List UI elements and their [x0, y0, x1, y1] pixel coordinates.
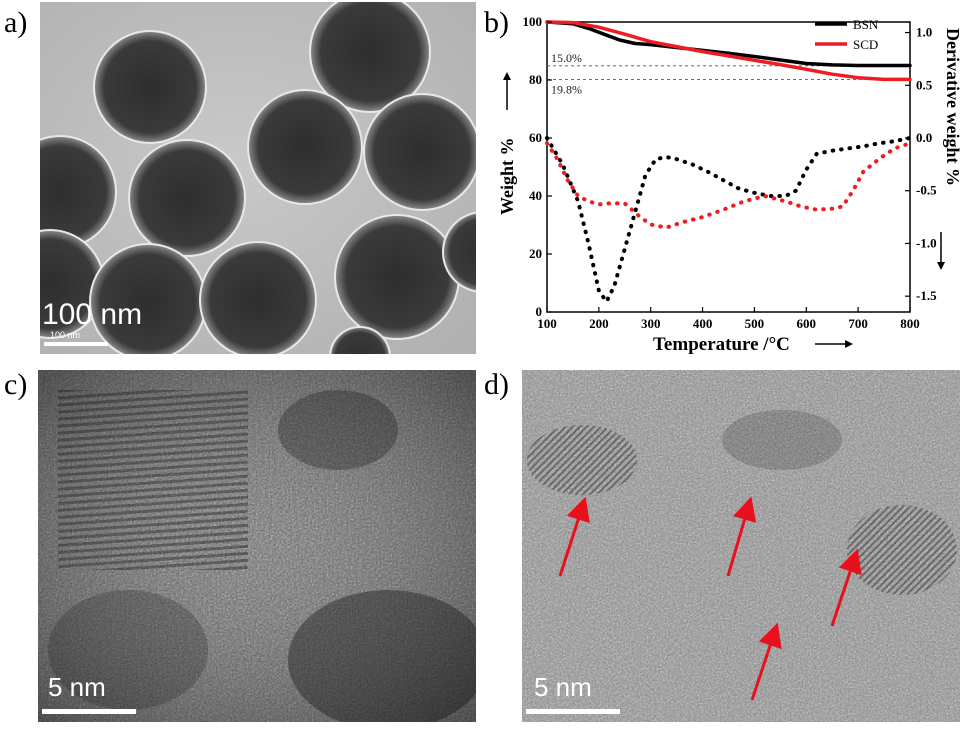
tem-image-spheres: 100 nm 100 nm [40, 2, 476, 354]
scale-bar-d [526, 709, 620, 714]
x-tick-label: 400 [693, 316, 713, 331]
scale-bar-sublabel-a: 100 nm [50, 330, 81, 340]
hrtem-image-c: 5 nm [38, 370, 476, 722]
x-tick-label: 200 [589, 316, 609, 331]
y-right-tick-label: 1.0 [916, 25, 932, 40]
hrtem-d-drawing [522, 370, 960, 722]
red-arrow [750, 622, 782, 701]
x-tick-label: 600 [797, 316, 817, 331]
panel-label-c: c) [4, 368, 28, 401]
tem-spheres-drawing [40, 2, 476, 354]
x-tick-label: 100 [537, 316, 557, 331]
scale-bar-label-a: 100 nm [42, 298, 143, 331]
x-axis-title: Temperature /°C [653, 334, 790, 355]
annotation-label: 15.0% [551, 51, 582, 65]
legend-label: SCD [853, 37, 878, 52]
panel-label-a: a) [4, 6, 28, 39]
scale-bar-a [44, 342, 108, 346]
panel-label-b: b) [484, 6, 509, 39]
x-tick-label: 300 [641, 316, 661, 331]
y-left-tick-label: 0 [536, 304, 543, 319]
y-left-tick-label: 40 [529, 188, 542, 203]
y-right-axis-title: Derivative weight % [943, 28, 963, 186]
y-right-tick-label: 0.0 [916, 130, 932, 145]
y-left-tick-label: 100 [523, 14, 543, 29]
derivative-dotted-series [545, 141, 912, 230]
tga-chart: 100 200 300 400 500 600 700 800 0 20 40 60 80 100 -1.5… [497, 14, 963, 355]
scd-solid-series [545, 20, 912, 82]
hrtem-c-drawing [38, 370, 476, 722]
scale-bar-label-c: 5 nm [48, 672, 106, 702]
x-axis-arrowhead [845, 340, 853, 348]
annotation-label: 19.8% [551, 82, 582, 96]
y-right-tick-label: -1.0 [916, 235, 937, 250]
y-left-tick-label: 80 [529, 72, 542, 87]
panel-label-d: d) [484, 368, 509, 401]
y-left-tick-label: 20 [529, 246, 542, 261]
derivative-dotted-series [545, 136, 912, 304]
x-tick-label: 500 [745, 316, 765, 331]
y-right-axis-arrowhead [937, 262, 945, 270]
y-left-tick-label: 60 [529, 130, 542, 145]
y-right-tick-label: -0.5 [916, 183, 937, 198]
y-right-tick-label: -1.5 [916, 288, 937, 303]
plot-frame [546, 21, 911, 313]
red-arrow [726, 496, 757, 577]
y-left-axis-arrowhead [503, 72, 511, 80]
legend-label: BSN [853, 17, 879, 32]
x-tick-label: 700 [848, 316, 868, 331]
red-arrow [830, 548, 862, 627]
y-left-axis-title: Weight % [497, 137, 517, 215]
scale-bar-c [42, 709, 136, 714]
y-right-tick-label: 0.5 [916, 77, 933, 92]
scale-bar-label-d: 5 nm [534, 672, 592, 702]
x-tick-label: 800 [900, 316, 920, 331]
hrtem-image-d: 5 nm [522, 370, 960, 722]
red-arrow [558, 496, 590, 577]
